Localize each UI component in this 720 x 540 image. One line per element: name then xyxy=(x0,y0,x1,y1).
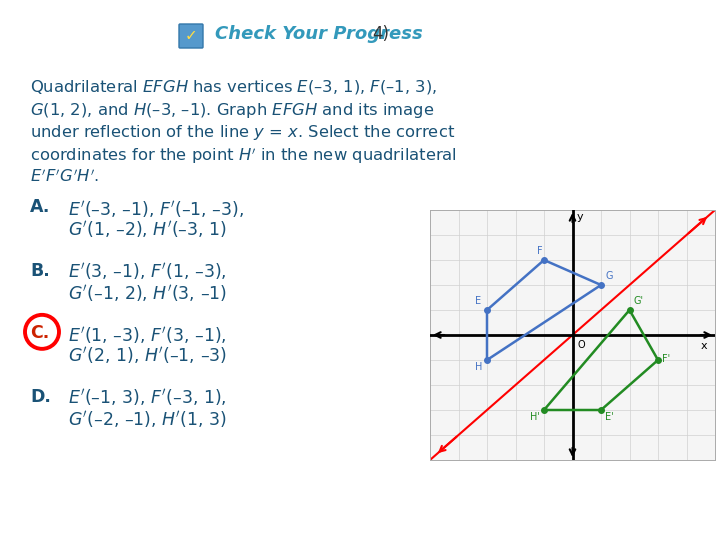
Text: coordinates for the point $\mathit{H'}$ in the new quadrilateral: coordinates for the point $\mathit{H'}$ … xyxy=(30,145,457,166)
Text: G': G' xyxy=(634,296,644,306)
Text: H': H' xyxy=(530,413,540,422)
Text: B.: B. xyxy=(30,261,50,280)
Text: $\mathit{E'}$(1, –3), $\mathit{F'}$(3, –1),: $\mathit{E'}$(1, –3), $\mathit{F'}$(3, –… xyxy=(68,325,227,346)
Text: O: O xyxy=(577,340,585,350)
Text: D.: D. xyxy=(30,388,51,406)
Text: E: E xyxy=(475,296,481,306)
Text: $\mathit{G'}$(2, 1), $\mathit{H'}$(–1, –3): $\mathit{G'}$(2, 1), $\mathit{H'}$(–1, –… xyxy=(68,346,227,367)
Text: $\mathit{E'}$(3, –1), $\mathit{F'}$(1, –3),: $\mathit{E'}$(3, –1), $\mathit{F'}$(1, –… xyxy=(68,261,227,282)
Text: under reflection of the line $\mathit{y}$ = $\mathit{x}$. Select the correct: under reflection of the line $\mathit{y}… xyxy=(30,123,455,142)
Text: C.: C. xyxy=(30,325,49,342)
Text: y: y xyxy=(576,213,583,222)
Text: A.: A. xyxy=(30,199,50,217)
Text: F: F xyxy=(537,246,543,256)
Text: 4): 4) xyxy=(372,25,389,43)
FancyBboxPatch shape xyxy=(179,24,203,48)
Text: $\mathit{E'}$(–3, –1), $\mathit{F'}$(–1, –3),: $\mathit{E'}$(–3, –1), $\mathit{F'}$(–1,… xyxy=(68,199,244,219)
Text: F': F' xyxy=(662,354,670,364)
Text: $\mathit{G'}$(–1, 2), $\mathit{H'}$(3, –1): $\mathit{G'}$(–1, 2), $\mathit{H'}$(3, –… xyxy=(68,282,227,303)
Text: H: H xyxy=(475,362,482,373)
Text: ✓: ✓ xyxy=(184,29,197,44)
Text: E': E' xyxy=(606,413,614,422)
Text: $\mathit{E'}$(–1, 3), $\mathit{F'}$(–3, 1),: $\mathit{E'}$(–1, 3), $\mathit{F'}$(–3, … xyxy=(68,388,227,408)
Text: $\mathit{G}$(1, 2), and $\mathit{H}$(–3, –1). Graph $\mathit{EFGH}$ and its imag: $\mathit{G}$(1, 2), and $\mathit{H}$(–3,… xyxy=(30,100,434,119)
Text: $\mathit{G'}$(–2, –1), $\mathit{H'}$(1, 3): $\mathit{G'}$(–2, –1), $\mathit{H'}$(1, … xyxy=(68,408,227,429)
Text: x: x xyxy=(701,341,707,351)
Text: $\mathit{E'F'G'H'}$.: $\mathit{E'F'G'H'}$. xyxy=(30,168,99,185)
Text: Check Your Progress: Check Your Progress xyxy=(215,25,423,43)
Text: G: G xyxy=(606,271,613,281)
Text: Quadrilateral $\mathit{EFGH}$ has vertices $\mathit{E}$(–3, 1), $\mathit{F}$(–1,: Quadrilateral $\mathit{EFGH}$ has vertic… xyxy=(30,78,437,96)
Text: $\mathit{G'}$(1, –2), $\mathit{H'}$(–3, 1): $\mathit{G'}$(1, –2), $\mathit{H'}$(–3, … xyxy=(68,219,227,240)
